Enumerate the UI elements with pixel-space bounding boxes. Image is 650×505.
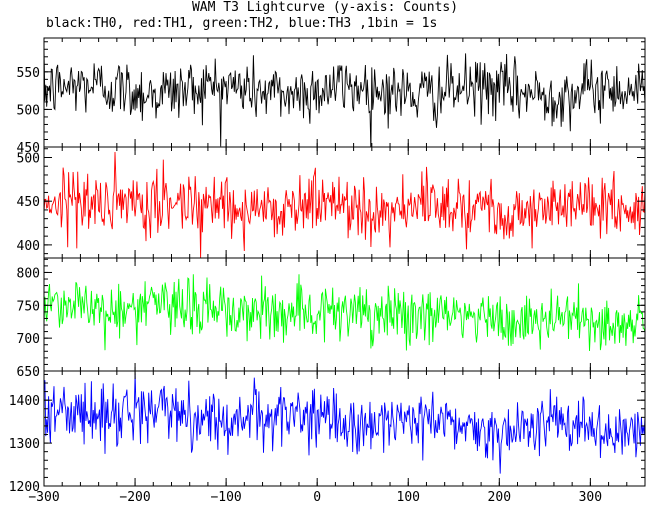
y-tick-label: 1200 (9, 480, 40, 495)
x-tick-label: 100 (397, 490, 420, 505)
y-tick-label: 450 (17, 141, 40, 156)
series-line-th2 (44, 274, 645, 352)
y-tick-label: 450 (17, 195, 40, 210)
y-tick-label: 800 (17, 266, 40, 281)
y-tick-label: 700 (17, 332, 40, 347)
x-tick-label: 200 (488, 490, 511, 505)
x-tick-label: −300 (28, 490, 59, 505)
chart-title: WAM T3 Lightcurve (y-axis: Counts) (191, 0, 459, 15)
y-tick-label: 1400 (9, 394, 40, 409)
x-tick-label: −100 (210, 490, 241, 505)
chart-subtitle: black:TH0, red:TH1, green:TH2, blue:TH3 … (46, 16, 438, 31)
y-tick-label: 750 (17, 299, 40, 314)
series-line-th0 (44, 48, 645, 147)
x-tick-label: −200 (119, 490, 150, 505)
x-tick-label: 0 (313, 490, 321, 505)
y-tick-label: 1300 (9, 437, 40, 452)
y-tick-label: 500 (17, 103, 40, 118)
y-tick-label: 650 (17, 365, 40, 380)
panel-frame-3 (43, 257, 646, 372)
series-line-th1 (44, 151, 645, 258)
y-tick-label: 500 (17, 151, 40, 166)
x-tick-label: 300 (579, 490, 602, 505)
y-tick-label: 400 (17, 239, 40, 254)
panel-frame-4 (43, 370, 646, 487)
y-tick-label: 550 (17, 66, 40, 81)
series-line-th3 (44, 372, 645, 474)
